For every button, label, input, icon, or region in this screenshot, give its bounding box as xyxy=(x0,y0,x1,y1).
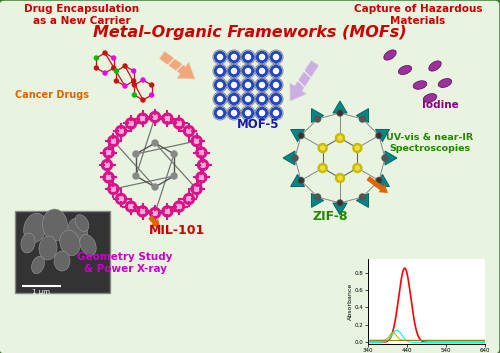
Circle shape xyxy=(114,79,118,83)
Circle shape xyxy=(116,193,126,204)
Circle shape xyxy=(165,209,170,214)
Polygon shape xyxy=(385,151,397,165)
Circle shape xyxy=(242,66,254,77)
Circle shape xyxy=(274,96,278,102)
Circle shape xyxy=(103,51,107,55)
Circle shape xyxy=(186,196,192,202)
Circle shape xyxy=(150,83,154,87)
Polygon shape xyxy=(160,51,195,79)
Circle shape xyxy=(232,96,236,102)
Circle shape xyxy=(165,209,170,214)
Circle shape xyxy=(128,204,134,209)
Circle shape xyxy=(292,155,298,161)
Circle shape xyxy=(314,194,320,200)
Circle shape xyxy=(274,68,278,73)
Circle shape xyxy=(298,132,304,138)
Circle shape xyxy=(150,112,160,122)
Circle shape xyxy=(123,84,127,88)
Circle shape xyxy=(194,138,199,144)
Circle shape xyxy=(242,94,254,104)
Circle shape xyxy=(338,136,342,140)
Circle shape xyxy=(256,79,268,90)
Circle shape xyxy=(186,196,192,202)
Circle shape xyxy=(246,110,250,115)
Ellipse shape xyxy=(21,233,35,253)
Ellipse shape xyxy=(24,213,46,243)
Circle shape xyxy=(318,163,327,173)
Ellipse shape xyxy=(60,230,80,256)
Ellipse shape xyxy=(80,234,96,256)
Ellipse shape xyxy=(68,219,87,244)
Circle shape xyxy=(111,138,116,144)
Polygon shape xyxy=(366,176,388,193)
Ellipse shape xyxy=(438,79,452,88)
Text: Cancer Drugs: Cancer Drugs xyxy=(15,90,89,100)
Circle shape xyxy=(376,178,382,184)
Circle shape xyxy=(171,173,177,179)
Circle shape xyxy=(132,83,136,87)
Circle shape xyxy=(353,144,362,152)
Circle shape xyxy=(214,66,226,77)
Circle shape xyxy=(274,54,278,60)
Circle shape xyxy=(150,208,160,219)
Circle shape xyxy=(152,184,158,190)
Circle shape xyxy=(232,83,236,88)
Circle shape xyxy=(141,78,145,82)
Circle shape xyxy=(174,201,184,212)
Text: Metal–Organic Frameworks (MOFs): Metal–Organic Frameworks (MOFs) xyxy=(93,25,407,41)
Circle shape xyxy=(260,83,264,88)
Polygon shape xyxy=(283,151,295,165)
Circle shape xyxy=(270,52,281,62)
Circle shape xyxy=(106,175,111,180)
Ellipse shape xyxy=(39,236,57,260)
Text: Capture of Hazardous
Materials: Capture of Hazardous Materials xyxy=(354,4,482,26)
Circle shape xyxy=(103,71,107,75)
Circle shape xyxy=(132,93,136,97)
Ellipse shape xyxy=(384,50,396,60)
Circle shape xyxy=(246,83,250,88)
Circle shape xyxy=(299,179,303,183)
Circle shape xyxy=(218,68,222,73)
Circle shape xyxy=(118,128,124,133)
Circle shape xyxy=(94,66,98,70)
Circle shape xyxy=(176,204,182,209)
Ellipse shape xyxy=(424,93,436,103)
Circle shape xyxy=(360,194,366,200)
Circle shape xyxy=(260,96,264,102)
Circle shape xyxy=(242,79,254,90)
Circle shape xyxy=(246,68,250,73)
Circle shape xyxy=(104,162,110,168)
Circle shape xyxy=(137,206,148,217)
Circle shape xyxy=(360,116,366,122)
Circle shape xyxy=(200,162,205,168)
Circle shape xyxy=(176,204,182,209)
Circle shape xyxy=(353,163,362,173)
Text: Drug Encapsulation
as a New Carrier: Drug Encapsulation as a New Carrier xyxy=(24,4,140,26)
Circle shape xyxy=(200,162,205,168)
Circle shape xyxy=(112,66,116,70)
Circle shape xyxy=(191,184,202,195)
Circle shape xyxy=(114,69,118,73)
Circle shape xyxy=(260,68,264,73)
Circle shape xyxy=(376,132,382,138)
Circle shape xyxy=(198,160,208,170)
Circle shape xyxy=(186,128,192,133)
Circle shape xyxy=(106,150,111,155)
Circle shape xyxy=(338,201,342,205)
Circle shape xyxy=(176,121,182,126)
Ellipse shape xyxy=(32,256,44,274)
Circle shape xyxy=(218,110,222,115)
Circle shape xyxy=(218,54,222,60)
Circle shape xyxy=(336,174,344,183)
FancyBboxPatch shape xyxy=(15,211,110,293)
Circle shape xyxy=(232,110,236,115)
Circle shape xyxy=(214,52,226,62)
Circle shape xyxy=(377,179,381,183)
Circle shape xyxy=(298,178,304,184)
Circle shape xyxy=(152,210,158,215)
Circle shape xyxy=(274,83,278,88)
Circle shape xyxy=(199,150,204,155)
Circle shape xyxy=(118,128,124,133)
Circle shape xyxy=(118,196,124,202)
